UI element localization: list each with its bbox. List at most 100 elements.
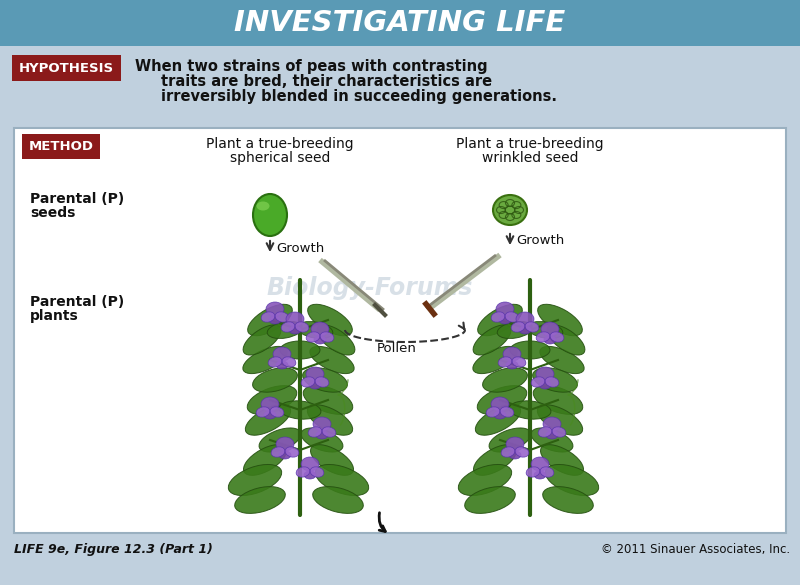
Text: INVESTIGATING LIFE: INVESTIGATING LIFE (234, 9, 566, 37)
Text: Growth: Growth (516, 235, 564, 247)
Text: © 2011 Sinauer Associates, Inc.: © 2011 Sinauer Associates, Inc. (601, 543, 790, 556)
Ellipse shape (531, 428, 573, 452)
Ellipse shape (268, 357, 282, 367)
Ellipse shape (253, 194, 287, 236)
Ellipse shape (515, 447, 529, 457)
Text: Plant a true-breeding: Plant a true-breeding (206, 137, 354, 151)
Ellipse shape (301, 457, 319, 471)
Ellipse shape (547, 325, 585, 355)
Ellipse shape (310, 346, 354, 374)
Text: irreversibly blended in succeeding generations.: irreversibly blended in succeeding gener… (161, 89, 557, 104)
Ellipse shape (316, 431, 328, 439)
Text: traits are bred, their characteristics are: traits are bred, their characteristics a… (161, 74, 492, 89)
Ellipse shape (493, 195, 527, 225)
Ellipse shape (473, 325, 511, 355)
Ellipse shape (486, 407, 500, 417)
Ellipse shape (545, 377, 559, 387)
Ellipse shape (526, 467, 540, 477)
Text: spherical seed: spherical seed (230, 151, 330, 165)
Ellipse shape (538, 405, 582, 435)
Ellipse shape (313, 487, 363, 514)
Ellipse shape (533, 368, 578, 392)
FancyBboxPatch shape (0, 46, 800, 585)
Ellipse shape (506, 437, 524, 451)
Text: seeds: seeds (30, 206, 75, 220)
Ellipse shape (499, 316, 511, 324)
Ellipse shape (257, 201, 270, 211)
Text: Parental (P): Parental (P) (30, 192, 124, 206)
Ellipse shape (478, 386, 526, 414)
Ellipse shape (536, 332, 550, 342)
Ellipse shape (266, 302, 284, 316)
Ellipse shape (264, 411, 276, 419)
Text: Plant a true-breeding: Plant a true-breeding (456, 137, 604, 151)
Ellipse shape (301, 428, 343, 452)
Ellipse shape (489, 428, 531, 452)
Ellipse shape (259, 428, 301, 452)
Ellipse shape (234, 487, 286, 514)
Ellipse shape (509, 401, 551, 419)
Ellipse shape (510, 341, 550, 359)
Ellipse shape (512, 357, 526, 367)
Ellipse shape (243, 445, 286, 476)
FancyBboxPatch shape (22, 134, 100, 159)
FancyBboxPatch shape (0, 0, 800, 46)
Text: When two strains of peas with contrasting: When two strains of peas with contrastin… (135, 59, 488, 74)
Ellipse shape (317, 325, 355, 355)
Ellipse shape (540, 346, 584, 374)
Ellipse shape (296, 467, 310, 477)
Ellipse shape (304, 471, 316, 479)
Ellipse shape (516, 312, 534, 326)
Ellipse shape (544, 336, 556, 344)
Ellipse shape (465, 487, 515, 514)
Ellipse shape (308, 427, 322, 437)
Ellipse shape (482, 368, 527, 392)
Ellipse shape (491, 312, 505, 322)
Ellipse shape (546, 431, 558, 439)
Ellipse shape (279, 451, 291, 459)
Ellipse shape (303, 386, 353, 414)
Ellipse shape (546, 464, 598, 495)
Ellipse shape (311, 322, 329, 336)
Ellipse shape (308, 304, 352, 336)
Ellipse shape (302, 368, 347, 392)
Text: Biology-Forums: Biology-Forums (266, 276, 474, 300)
Ellipse shape (275, 312, 289, 322)
Ellipse shape (527, 322, 562, 339)
Ellipse shape (298, 322, 333, 339)
Ellipse shape (539, 381, 551, 389)
Ellipse shape (271, 447, 285, 457)
Ellipse shape (269, 316, 281, 324)
Ellipse shape (550, 332, 564, 342)
Ellipse shape (307, 405, 353, 435)
Ellipse shape (279, 401, 321, 419)
Ellipse shape (474, 445, 517, 476)
Ellipse shape (301, 377, 315, 387)
Ellipse shape (531, 457, 549, 471)
Ellipse shape (315, 377, 329, 387)
Text: Growth: Growth (276, 243, 324, 256)
Ellipse shape (313, 417, 331, 431)
Ellipse shape (505, 312, 519, 322)
Ellipse shape (542, 487, 594, 514)
Ellipse shape (534, 471, 546, 479)
Ellipse shape (538, 304, 582, 336)
Ellipse shape (256, 407, 270, 417)
Ellipse shape (473, 346, 517, 374)
Ellipse shape (540, 467, 554, 477)
Text: HYPOTHESIS: HYPOTHESIS (19, 61, 114, 74)
Ellipse shape (509, 451, 521, 459)
Ellipse shape (280, 341, 320, 359)
Ellipse shape (286, 312, 304, 326)
Text: Parental (P): Parental (P) (30, 295, 124, 309)
Ellipse shape (494, 411, 506, 419)
Ellipse shape (503, 347, 521, 361)
Ellipse shape (500, 407, 514, 417)
Ellipse shape (531, 377, 545, 387)
Text: Pollen: Pollen (377, 342, 417, 355)
Ellipse shape (491, 397, 509, 411)
Text: LIFE 9e, Figure 12.3 (Part 1): LIFE 9e, Figure 12.3 (Part 1) (14, 543, 213, 556)
Ellipse shape (243, 346, 287, 374)
Ellipse shape (306, 332, 320, 342)
Ellipse shape (501, 447, 515, 457)
